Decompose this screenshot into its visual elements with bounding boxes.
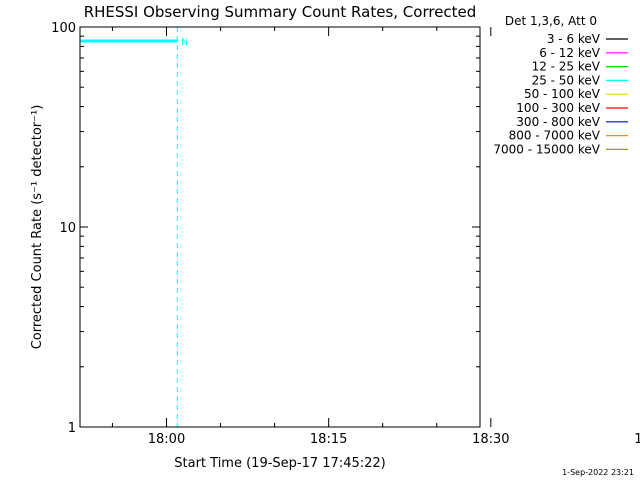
legend-label: 300 - 800 keV [516, 115, 600, 129]
x-tick-label: 18:45 [634, 432, 640, 447]
series-line [567, 191, 640, 213]
series-line [567, 209, 640, 234]
y-tick-label: 10 [59, 221, 76, 236]
legend-label: 7000 - 15000 keV [493, 142, 600, 156]
legend-label: 12 - 25 keV [532, 60, 601, 74]
series-line [567, 221, 640, 252]
legend-label: 3 - 6 keV [547, 32, 601, 46]
legend-label: 50 - 100 keV [524, 87, 601, 101]
y-axis-label: Corrected Count Rate (s⁻¹ detector⁻¹) [30, 105, 45, 350]
series-line [567, 166, 640, 197]
y-tick-label: 1 [68, 421, 76, 436]
night-label: N [181, 38, 188, 48]
y-tick-label: 100 [51, 21, 76, 36]
series-line [567, 238, 640, 262]
chart-title: RHESSI Observing Summary Count Rates, Co… [84, 3, 477, 21]
footer-timestamp: 1-Sep-2022 23:21 [562, 468, 634, 477]
series-line [567, 269, 640, 292]
legend-label: 6 - 12 keV [539, 46, 601, 60]
x-axis-label: Start Time (19-Sep-17 17:45:22) [174, 456, 385, 471]
legend-label: 800 - 7000 keV [509, 129, 601, 143]
x-tick-label: 18:15 [310, 432, 347, 447]
plot-frame [79, 26, 481, 428]
legend-label: 25 - 50 keV [532, 73, 601, 87]
series-line [567, 265, 640, 291]
x-tick-label: 18:30 [472, 432, 509, 447]
legend-title: Det 1,3,6, Att 0 [505, 14, 597, 28]
x-tick-label: 18:00 [148, 432, 185, 447]
legend-label: 100 - 300 keV [516, 101, 600, 115]
series-line [567, 263, 640, 348]
